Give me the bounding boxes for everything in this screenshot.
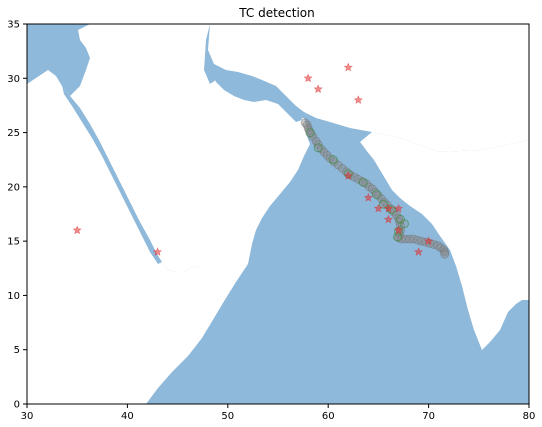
detection-star — [353, 95, 363, 104]
map-area — [27, 24, 529, 404]
y-tick-label: 0 — [14, 400, 20, 411]
detection-star — [393, 225, 404, 235]
green-track-point — [400, 219, 409, 229]
detection-star — [383, 214, 393, 224]
detection-star — [303, 73, 313, 83]
track-point — [440, 249, 450, 259]
y-tick-label: 25 — [7, 128, 20, 139]
persian-gulf — [212, 72, 302, 122]
track-point — [319, 147, 329, 157]
detection-star — [72, 225, 82, 235]
detection-star — [313, 84, 323, 94]
y-tick-label: 30 — [7, 74, 20, 85]
y-tick-label: 15 — [7, 237, 20, 248]
green-track-point — [378, 199, 388, 209]
y-tick-label: 20 — [7, 182, 20, 193]
africa-land — [27, 70, 248, 404]
gulf-of-oman — [304, 118, 366, 150]
detection-star — [343, 171, 353, 180]
green-track-point — [305, 128, 315, 138]
x-tick-label: 60 — [322, 411, 335, 422]
axes-frame — [26, 23, 530, 405]
track-green-layer — [305, 128, 409, 242]
detection-star — [414, 247, 424, 256]
detection-star — [373, 203, 383, 213]
detection-star — [152, 247, 163, 256]
y-axis: 0 5 10 15 20 25 30 35 — [7, 20, 27, 411]
detection-star — [424, 236, 434, 246]
x-axis: 30 40 50 60 70 80 — [21, 404, 536, 422]
green-track-point — [393, 232, 402, 242]
x-tick-label: 30 — [21, 411, 34, 422]
detection-star — [393, 203, 404, 213]
land-masses — [27, 24, 529, 404]
detection-star — [363, 192, 373, 202]
x-tick-label: 70 — [422, 411, 435, 422]
iran-land — [208, 24, 529, 152]
india-land — [360, 132, 529, 350]
track-point — [313, 140, 323, 149]
detection-star-layer — [72, 62, 434, 256]
green-track-point — [358, 178, 368, 187]
y-tick-label: 10 — [7, 291, 20, 302]
track-gray-layer — [300, 118, 450, 259]
x-tick-label: 40 — [121, 411, 134, 422]
y-tick-label: 5 — [14, 345, 20, 356]
detection-star — [343, 62, 353, 72]
track-point — [353, 174, 363, 184]
chart-title: TC detection — [238, 6, 315, 20]
green-track-point — [371, 190, 381, 199]
x-tick-label: 80 — [523, 411, 536, 422]
detection-star — [383, 203, 393, 213]
track-point — [440, 247, 450, 257]
green-track-point — [328, 155, 338, 165]
arabia-land — [70, 24, 310, 272]
green-track-point — [313, 143, 323, 153]
x-tick-label: 50 — [221, 411, 234, 422]
red-sea — [62, 86, 162, 264]
y-tick-label: 35 — [7, 20, 20, 31]
